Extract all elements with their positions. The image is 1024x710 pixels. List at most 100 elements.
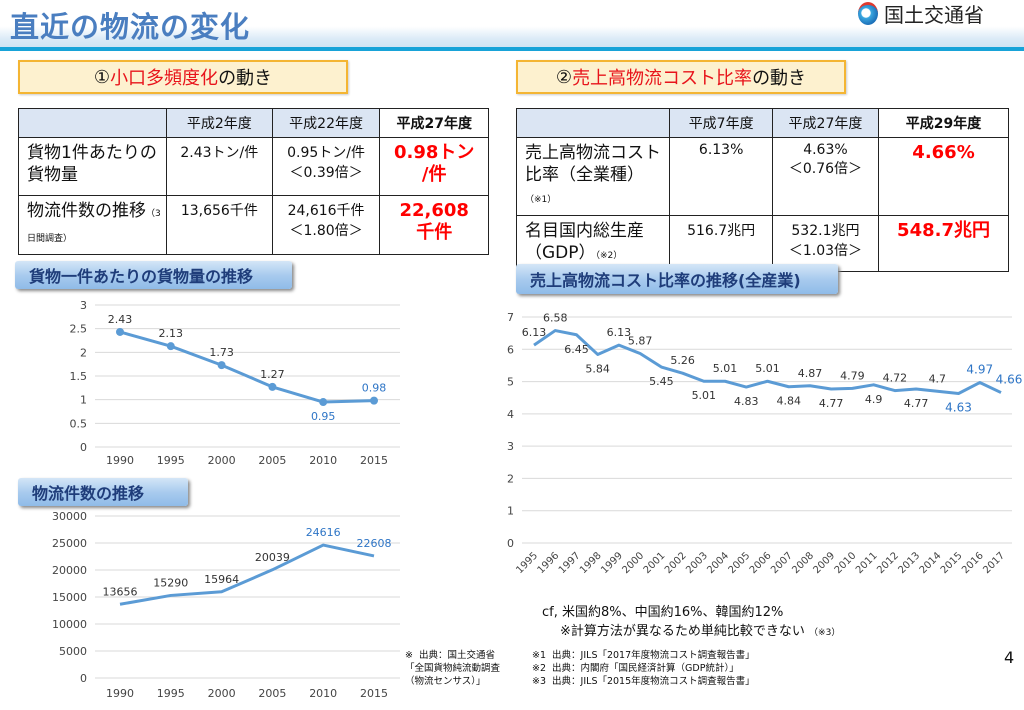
- series-line: [119, 543, 375, 606]
- x-tick-label: 2009: [812, 550, 838, 576]
- table-cell: 532.1兆円 ＜1.03倍＞: [771, 215, 880, 272]
- y-tick-label: 20000: [52, 564, 87, 577]
- row-label-text: 貨物1件あたりの貨物量: [27, 143, 157, 185]
- section-number: ①: [93, 66, 111, 88]
- header-band: [0, 0, 1024, 48]
- series-line: [119, 330, 375, 404]
- row-label: 物流件数の推移（3日間調査）: [18, 195, 167, 255]
- y-tick-label: 2: [80, 346, 87, 359]
- y-tick-label: 0.5: [70, 417, 88, 430]
- section-heading-2: ② 売上高物流コスト比率 の動き: [516, 60, 846, 94]
- source-note-1: ※1 出典：JILS「2017年度物流コスト調査報告書」: [532, 650, 755, 661]
- x-tick-label: 1995: [514, 550, 540, 576]
- table-cell: 6.13%: [669, 137, 773, 216]
- x-tick-label: 2005: [727, 550, 753, 576]
- data-label: 13656: [103, 585, 138, 598]
- x-tick-label: 2000: [620, 550, 646, 576]
- y-tick-label: 7: [507, 311, 514, 324]
- x-tick-label: 2005: [258, 454, 286, 467]
- row-label-sub: （※2）: [595, 251, 623, 261]
- data-label: 4.72: [883, 372, 908, 385]
- x-tick-label: 2012: [875, 550, 901, 576]
- column-header: [18, 108, 167, 138]
- data-label: 0.95: [311, 410, 336, 423]
- data-label: 1.27: [260, 368, 285, 381]
- x-tick-label: 2001: [642, 550, 668, 576]
- row-label: 名目国内総生産（GDP）（※2）: [515, 215, 671, 272]
- y-tick-label: 2: [507, 472, 514, 485]
- comparison-note: cf, 米国約8%、中国約16%、韓国約12%: [542, 605, 784, 620]
- table-row: 売上高物流コスト比率（全業種） （※1） 6.13% 4.63% ＜0.76倍＞ 4.6…: [515, 137, 1009, 216]
- x-tick-label: 2015: [360, 687, 388, 700]
- x-tick-label: 2003: [684, 550, 710, 576]
- data-label: 5.87: [628, 334, 653, 347]
- column-header: 平成2年度: [165, 108, 273, 138]
- y-tick-label: 0: [80, 672, 87, 685]
- x-tick-label: 2004: [705, 550, 731, 576]
- x-tick-label: 1998: [578, 550, 604, 576]
- source-note-3: ※3 出典：JILS「2015年度物流コスト調査報告書」: [532, 676, 755, 687]
- data-label: 4.79: [840, 369, 865, 382]
- x-tick-label: 2014: [918, 550, 944, 576]
- x-tick-label: 2016: [960, 550, 986, 576]
- mlit-logo: 国土交通省: [858, 0, 984, 27]
- section-number: ②: [555, 66, 573, 88]
- data-point: [319, 398, 328, 407]
- x-tick-label: 2015: [360, 454, 388, 467]
- table-row: 名目国内総生産（GDP）（※2） 516.7兆円 532.1兆円 ＜1.03倍＞ 54…: [515, 215, 1009, 272]
- data-label: 1.73: [209, 346, 234, 359]
- logo-text: 国土交通省: [884, 2, 984, 27]
- data-label: 5.84: [585, 362, 610, 375]
- x-tick-label: 2000: [208, 454, 236, 467]
- x-tick-label: 1997: [557, 550, 583, 576]
- data-label: 4.87: [798, 367, 823, 380]
- x-tick-label: 2015: [939, 550, 965, 576]
- x-tick-label: 1996: [536, 550, 562, 576]
- x-tick-label: 1999: [599, 550, 625, 576]
- data-label: 24616: [306, 526, 341, 539]
- y-tick-label: 25000: [52, 537, 87, 550]
- column-header: 平成29年度: [878, 108, 1009, 138]
- y-tick-label: 0: [507, 537, 514, 550]
- table-cell: 2.43トン/件: [165, 137, 273, 196]
- table-logistics-cost: 平成7年度 平成27年度 平成29年度 売上高物流コスト比率（全業種）（※1） 6.13…: [515, 108, 1009, 272]
- data-label: 6.45: [564, 343, 589, 356]
- source-note-2: ※2 出典：内閣府「国民経済計算（GDP統計）」: [532, 663, 739, 674]
- x-tick-label: 2007: [769, 550, 795, 576]
- y-tick-label: 5: [507, 376, 514, 389]
- x-tick-label: 2002: [663, 550, 689, 576]
- x-tick-label: 2006: [748, 550, 774, 576]
- chart-title-3: 売上高物流コスト比率の推移(全産業): [516, 264, 838, 294]
- header-divider: [0, 47, 1024, 51]
- data-point: [268, 382, 277, 391]
- data-point: [217, 361, 226, 370]
- data-label: 6.13: [607, 326, 632, 339]
- table-row: 貨物1件あたりの貨物量 2.43トン/件 0.95トン/件 ＜0.39倍＞ 0.98ト…: [18, 137, 489, 196]
- data-label: 4.66: [996, 373, 1023, 387]
- table-cell: 4.63% ＜0.76倍＞: [771, 137, 880, 216]
- row-label-text: 物流件数の推移: [27, 201, 146, 221]
- row-label-text: 名目国内総生産（GDP）: [525, 221, 644, 263]
- y-tick-label: 15000: [52, 591, 87, 604]
- column-header: 平成22年度: [271, 108, 381, 138]
- data-label: 15964: [204, 573, 239, 586]
- section-suffix: の動き: [218, 68, 273, 89]
- page-title: 直近の物流の変化: [10, 10, 251, 44]
- table-cell: 24,616千件 ＜1.80倍＞: [271, 195, 381, 255]
- row-label: 貨物1件あたりの貨物量: [18, 137, 167, 196]
- data-label: 4.77: [904, 397, 929, 410]
- column-header: 平成27年度: [771, 108, 880, 138]
- y-tick-label: 5000: [59, 645, 87, 658]
- column-header: [515, 108, 671, 138]
- x-tick-label: 2017: [981, 550, 1007, 576]
- y-tick-label: 1: [80, 394, 87, 407]
- data-label: 5.01: [713, 362, 738, 375]
- data-point: [166, 342, 175, 351]
- table-cell: 4.66%: [878, 137, 1009, 216]
- series-line: [533, 329, 1002, 396]
- y-tick-label: 3: [80, 299, 87, 312]
- table-cell: 516.7兆円: [669, 215, 773, 272]
- x-tick-label: 2011: [854, 550, 880, 576]
- data-label: 4.7: [929, 372, 947, 385]
